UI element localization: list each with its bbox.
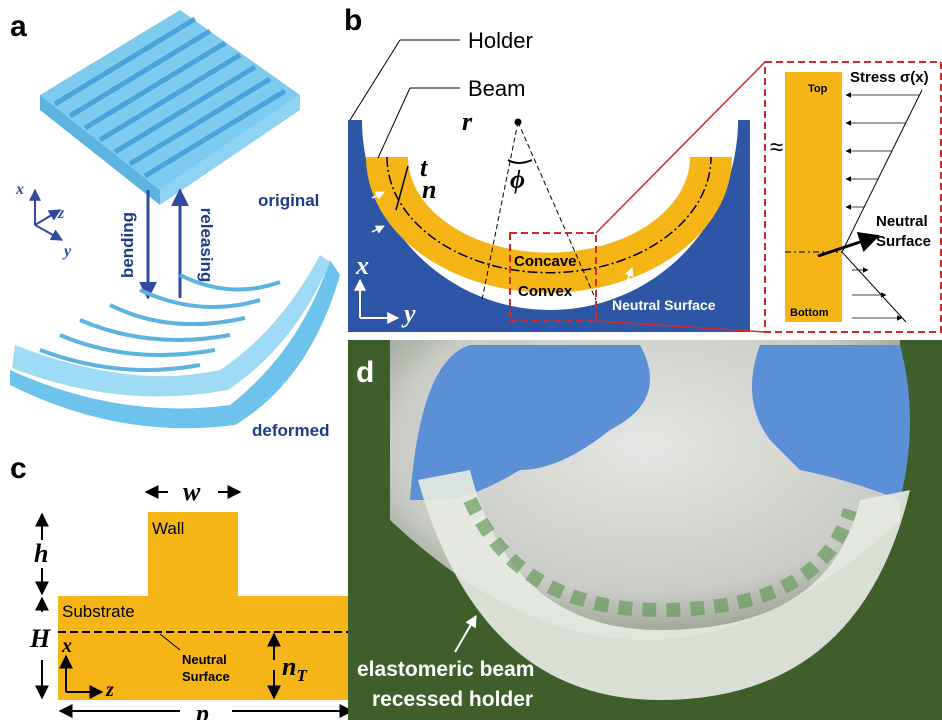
label: Neutral Surface — [612, 297, 716, 313]
label: Surface — [876, 233, 931, 250]
label: Beam — [468, 76, 525, 101]
leader — [350, 40, 400, 120]
label: elastomeric beam — [357, 658, 534, 681]
label: ϕ — [510, 165, 525, 194]
label-base: n — [282, 652, 296, 681]
axis-label: z — [105, 679, 114, 701]
axis-label: x — [61, 635, 72, 657]
label: Neutral — [876, 213, 928, 230]
label: p — [194, 699, 209, 720]
inset-beam — [785, 72, 842, 322]
stress-profile — [842, 252, 906, 322]
label: Holder — [468, 28, 533, 53]
label: Top — [808, 83, 828, 95]
axis-label: y — [62, 243, 72, 260]
axis-label: x — [355, 251, 369, 280]
label: Bottom — [790, 307, 829, 319]
label: Convex — [518, 283, 573, 300]
label: ≈ — [770, 134, 783, 161]
panel-c: c w Wall h H Substrate x z Neutral Surfa… — [10, 452, 354, 720]
figure: a x z y bending releasing original defor… — [0, 0, 942, 720]
label: bending — [118, 212, 137, 278]
label: Surface — [182, 669, 230, 684]
label: w — [183, 477, 201, 506]
label-sub: T — [296, 666, 307, 685]
label: Substrate — [62, 602, 135, 621]
axis-label: x — [15, 181, 24, 198]
label: Neutral — [182, 652, 227, 667]
label: Concave — [514, 253, 577, 270]
panel-label: c — [10, 452, 27, 485]
label: h — [34, 539, 48, 568]
stress-arrows — [846, 95, 920, 318]
panel-d: d elastomeric beam recessed holder — [348, 340, 942, 720]
panel-label: d — [356, 356, 374, 389]
deformed-slab — [10, 260, 340, 428]
label: n — [422, 175, 436, 204]
label: recessed holder — [372, 688, 533, 711]
label: releasing — [197, 208, 216, 283]
label: Wall — [152, 519, 184, 538]
panel-label: a — [10, 10, 27, 43]
label: r — [462, 107, 473, 136]
panel-b: b Holder Beam r t n ϕ Concave Convex Neu… — [344, 4, 941, 332]
axis-label: z — [57, 205, 65, 222]
label: H — [29, 624, 51, 653]
panel-a: a x z y bending releasing original defor… — [10, 10, 340, 440]
axis-label: y — [401, 299, 416, 328]
label: Stress σ(x) — [850, 69, 929, 86]
panel-label: b — [344, 4, 362, 37]
label: original — [258, 191, 319, 210]
label: deformed — [252, 421, 329, 440]
